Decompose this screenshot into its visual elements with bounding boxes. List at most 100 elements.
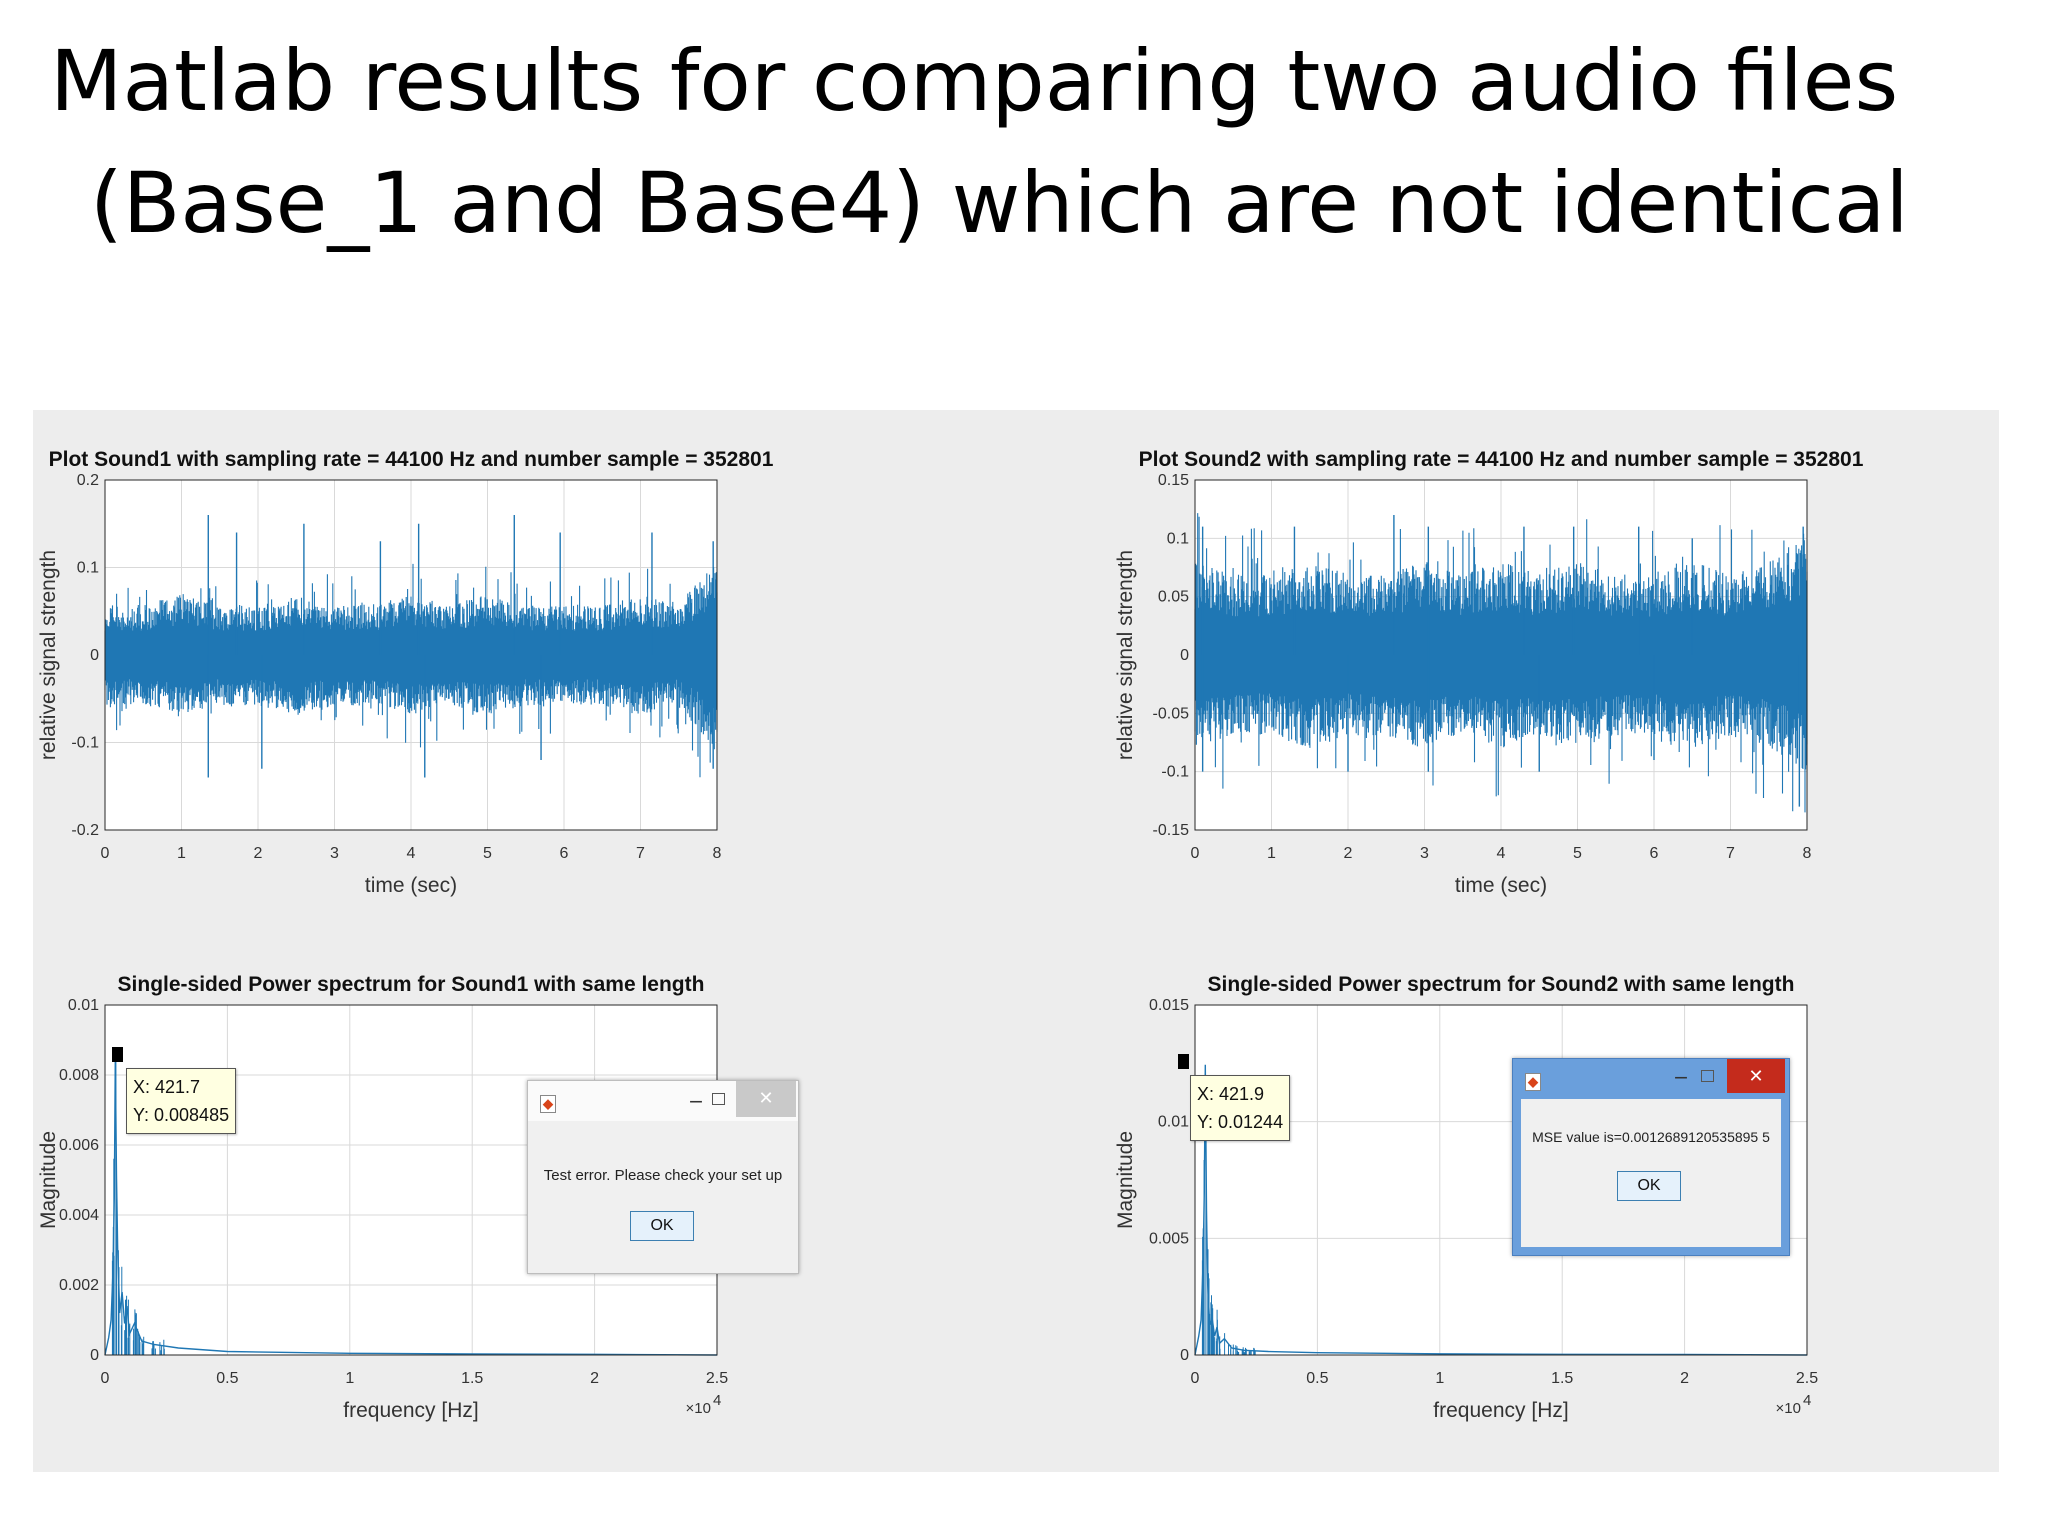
mse-dialog-body: MSE value is=0.0012689120535895 5 OK <box>1521 1099 1781 1247</box>
x-tick-label: 0 <box>101 845 110 862</box>
x-tick-label: 8 <box>1803 845 1812 862</box>
mse-dialog: ◆ ‒ ✕ MSE value is=0.0012689120535895 5 … <box>1512 1058 1790 1256</box>
y-tick-label: 0.004 <box>59 1207 99 1224</box>
x-tick-label: 3 <box>1420 845 1429 862</box>
y-tick-label: 0.1 <box>1167 530 1189 547</box>
x-tick-label: 0 <box>1191 845 1200 862</box>
datatip-marker-sound2[interactable] <box>1178 1054 1189 1069</box>
x-tick-label: 7 <box>636 845 645 862</box>
y-tick-label: 0 <box>90 647 99 664</box>
y-tick-label: -0.05 <box>1153 705 1190 722</box>
x-axis-multiplier: ×10 <box>1776 1400 1801 1417</box>
y-axis-label: Magnitude <box>37 1131 60 1229</box>
y-tick-label: -0.2 <box>71 822 99 839</box>
close-button[interactable]: ✕ <box>1727 1059 1785 1093</box>
maximize-button[interactable] <box>712 1093 725 1105</box>
x-axis-label: frequency [Hz] <box>1433 1399 1568 1422</box>
x-axis-multiplier-exponent: 4 <box>1803 1392 1811 1409</box>
datatip-sound1-x: X: 421.7 <box>133 1077 201 1097</box>
close-button[interactable]: ✕ <box>736 1081 796 1117</box>
y-tick-label: -0.15 <box>1153 822 1190 839</box>
x-tick-label: 8 <box>713 845 722 862</box>
matlab-icon: ◆ <box>1525 1073 1541 1091</box>
x-tick-label: 1.5 <box>1551 1370 1573 1387</box>
x-tick-label: 1 <box>177 845 186 862</box>
y-axis-label: Magnitude <box>1114 1131 1137 1229</box>
x-axis-multiplier: ×10 <box>686 1400 711 1417</box>
axes-frame <box>104 479 718 831</box>
ok-button[interactable]: OK <box>1617 1171 1681 1201</box>
slide-title-line-1: Matlab results for comparing two audio f… <box>50 32 1899 130</box>
x-tick-label: 0 <box>1191 1370 1200 1387</box>
datatip-sound2-y: Y: 0.01244 <box>1197 1112 1284 1132</box>
axes-frame <box>1194 1004 1808 1356</box>
datatip-sound1[interactable]: X: 421.7 Y: 0.008485 <box>126 1068 237 1134</box>
datatip-marker-sound1[interactable] <box>112 1047 123 1062</box>
minimize-button[interactable]: ‒ <box>1674 1065 1688 1090</box>
x-tick-label: 0.5 <box>1306 1370 1328 1387</box>
plot-title: Plot Sound1 with sampling rate = 44100 H… <box>49 448 774 471</box>
y-tick-label: 0.2 <box>77 472 99 489</box>
x-axis-label: frequency [Hz] <box>343 1399 478 1422</box>
plot-title: Single-sided Power spectrum for Sound1 w… <box>118 973 705 996</box>
y-tick-label: 0.01 <box>1158 1114 1189 1131</box>
x-axis-label: time (sec) <box>1455 874 1547 897</box>
x-tick-label: 0.5 <box>216 1370 238 1387</box>
datatip-sound2[interactable]: X: 421.9 Y: 0.01244 <box>1190 1075 1291 1141</box>
y-tick-label: 0 <box>90 1347 99 1364</box>
y-axis-label: relative signal strength <box>37 550 60 760</box>
error-dialog-titlebar[interactable]: ◆ ‒ ✕ <box>528 1081 798 1121</box>
axes-frame <box>1194 479 1808 831</box>
y-tick-label: 0.008 <box>59 1067 99 1084</box>
y-tick-label: 0.002 <box>59 1277 99 1294</box>
plot-sound1-power-spectrum: 0 0.5 1 1.5 2 2.5 0 0.002 0.004 0.006 0.008 0.01 ×10… <box>37 973 728 1422</box>
x-axis-multiplier-exponent: 4 <box>713 1392 721 1409</box>
x-tick-label: 1 <box>345 1370 354 1387</box>
y-tick-label: 0.01 <box>68 997 99 1014</box>
x-tick-label: 6 <box>1650 845 1659 862</box>
error-dialog-body: Test error. Please check your set up OK <box>528 1121 798 1273</box>
x-tick-label: 5 <box>483 845 492 862</box>
ok-button[interactable]: OK <box>630 1211 694 1241</box>
plot-title: Single-sided Power spectrum for Sound2 w… <box>1208 973 1795 996</box>
slide-title: Matlab results for comparing two audio f… <box>50 20 2010 264</box>
datatip-sound2-x: X: 421.9 <box>1197 1084 1265 1104</box>
maximize-button[interactable] <box>1701 1070 1714 1082</box>
y-tick-label: 0.005 <box>1149 1230 1189 1247</box>
y-tick-label: 0.15 <box>1158 472 1189 489</box>
plot-title: Plot Sound2 with sampling rate = 44100 H… <box>1139 448 1864 471</box>
x-tick-label: 5 <box>1573 845 1582 862</box>
x-axis-label: time (sec) <box>365 874 457 897</box>
mse-dialog-titlebar[interactable]: ◆ ‒ ✕ <box>1513 1059 1789 1099</box>
x-tick-label: 2.5 <box>706 1370 728 1387</box>
x-tick-label: 2.5 <box>1796 1370 1818 1387</box>
x-tick-label: 6 <box>560 845 569 862</box>
x-tick-label: 3 <box>330 845 339 862</box>
y-axis-label: relative signal strength <box>1114 550 1137 760</box>
x-tick-label: 4 <box>1497 845 1506 862</box>
mse-message: MSE value is=0.0012689120535895 5 <box>1532 1129 1770 1145</box>
x-tick-label: 7 <box>1726 845 1735 862</box>
y-tick-label: 0.015 <box>1149 997 1189 1014</box>
datatip-sound1-y: Y: 0.008485 <box>133 1105 230 1125</box>
error-message: Test error. Please check your set up <box>543 1167 783 1184</box>
x-tick-label: 2 <box>254 845 263 862</box>
y-tick-label: 0.1 <box>77 560 99 577</box>
y-tick-label: -0.1 <box>71 735 99 752</box>
spectrum-noise <box>1201 1089 1256 1355</box>
x-tick-label: 2 <box>1344 845 1353 862</box>
spectrum-noise <box>111 1048 165 1355</box>
x-tick-label: 2 <box>1680 1370 1689 1387</box>
x-tick-label: 0 <box>101 1370 110 1387</box>
x-tick-label: 1.5 <box>461 1370 483 1387</box>
ok-button-label: OK <box>650 1217 674 1234</box>
y-tick-label: 0 <box>1180 1347 1189 1364</box>
plot-sound2-waveform: 0 1 2 3 4 5 6 7 8 -0.15 -0.1 -0.05 0 0.05 0.1 0.15Plot … <box>1114 448 1864 897</box>
error-dialog: ◆ ‒ ✕ Test error. Please check your set … <box>527 1080 799 1274</box>
minimize-button[interactable]: ‒ <box>689 1089 703 1114</box>
y-tick-label: 0 <box>1180 647 1189 664</box>
ok-button-label: OK <box>1637 1177 1661 1194</box>
x-tick-label: 1 <box>1435 1370 1444 1387</box>
x-tick-label: 2 <box>590 1370 599 1387</box>
